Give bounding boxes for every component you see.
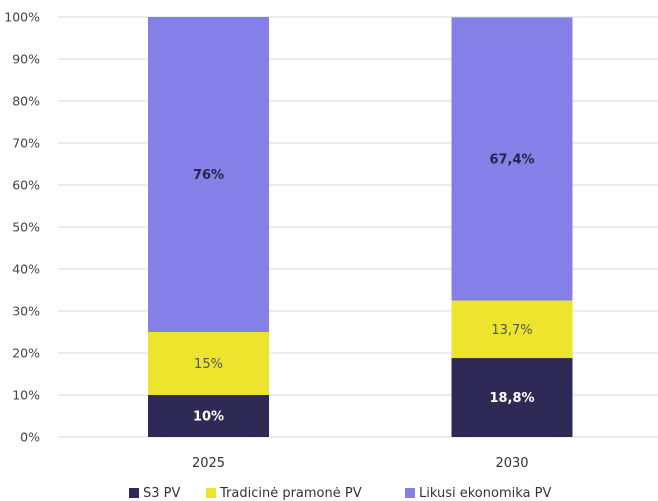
x-tick-label: 2030: [495, 456, 528, 471]
y-tick-label: 70%: [12, 136, 40, 151]
data-label: 15%: [194, 357, 223, 372]
data-label: 10%: [193, 410, 224, 425]
y-tick-label: 30%: [12, 304, 40, 319]
bar-segment: [148, 332, 269, 395]
x-axis: 2025 2030: [192, 456, 529, 471]
data-label: 18,8%: [489, 391, 534, 406]
data-label: 67,4%: [489, 152, 534, 167]
legend-label: Likusi ekonomika PV: [419, 486, 551, 501]
y-tick-label: 10%: [12, 388, 40, 403]
y-tick-label: 60%: [12, 178, 40, 193]
bar-segment: [148, 395, 269, 437]
y-tick-label: 90%: [12, 52, 40, 67]
y-tick-label: 0%: [20, 430, 40, 445]
y-tick-label: 100%: [4, 10, 40, 25]
legend-label: S3 PV: [143, 486, 180, 501]
legend-swatch: [129, 488, 139, 498]
bar-segment: [451, 300, 573, 359]
bar-segment: [148, 17, 269, 332]
legend: S3 PV Tradicinė pramonė PV Likusi ekonomik…: [129, 486, 551, 501]
x-tick-label: 2025: [192, 456, 225, 471]
data-label: 76%: [193, 168, 224, 183]
y-tick-label: 50%: [12, 220, 40, 235]
bar-segment: [451, 358, 573, 437]
legend-label: Tradicinė pramonė PV: [219, 486, 362, 501]
bars: 10% 15% 76% 18,8% 13,7% 67,4%: [148, 17, 573, 437]
y-tick-label: 20%: [12, 346, 40, 361]
legend-swatch: [405, 488, 415, 498]
legend-swatch: [206, 488, 216, 498]
bar-segment: [451, 17, 573, 301]
data-label: 13,7%: [491, 323, 532, 338]
y-tick-label: 40%: [12, 262, 40, 277]
y-axis: 0% 10% 20% 30% 40% 50% 60% 70% 80% 90% 100%: [4, 10, 40, 445]
y-tick-label: 80%: [12, 94, 40, 109]
